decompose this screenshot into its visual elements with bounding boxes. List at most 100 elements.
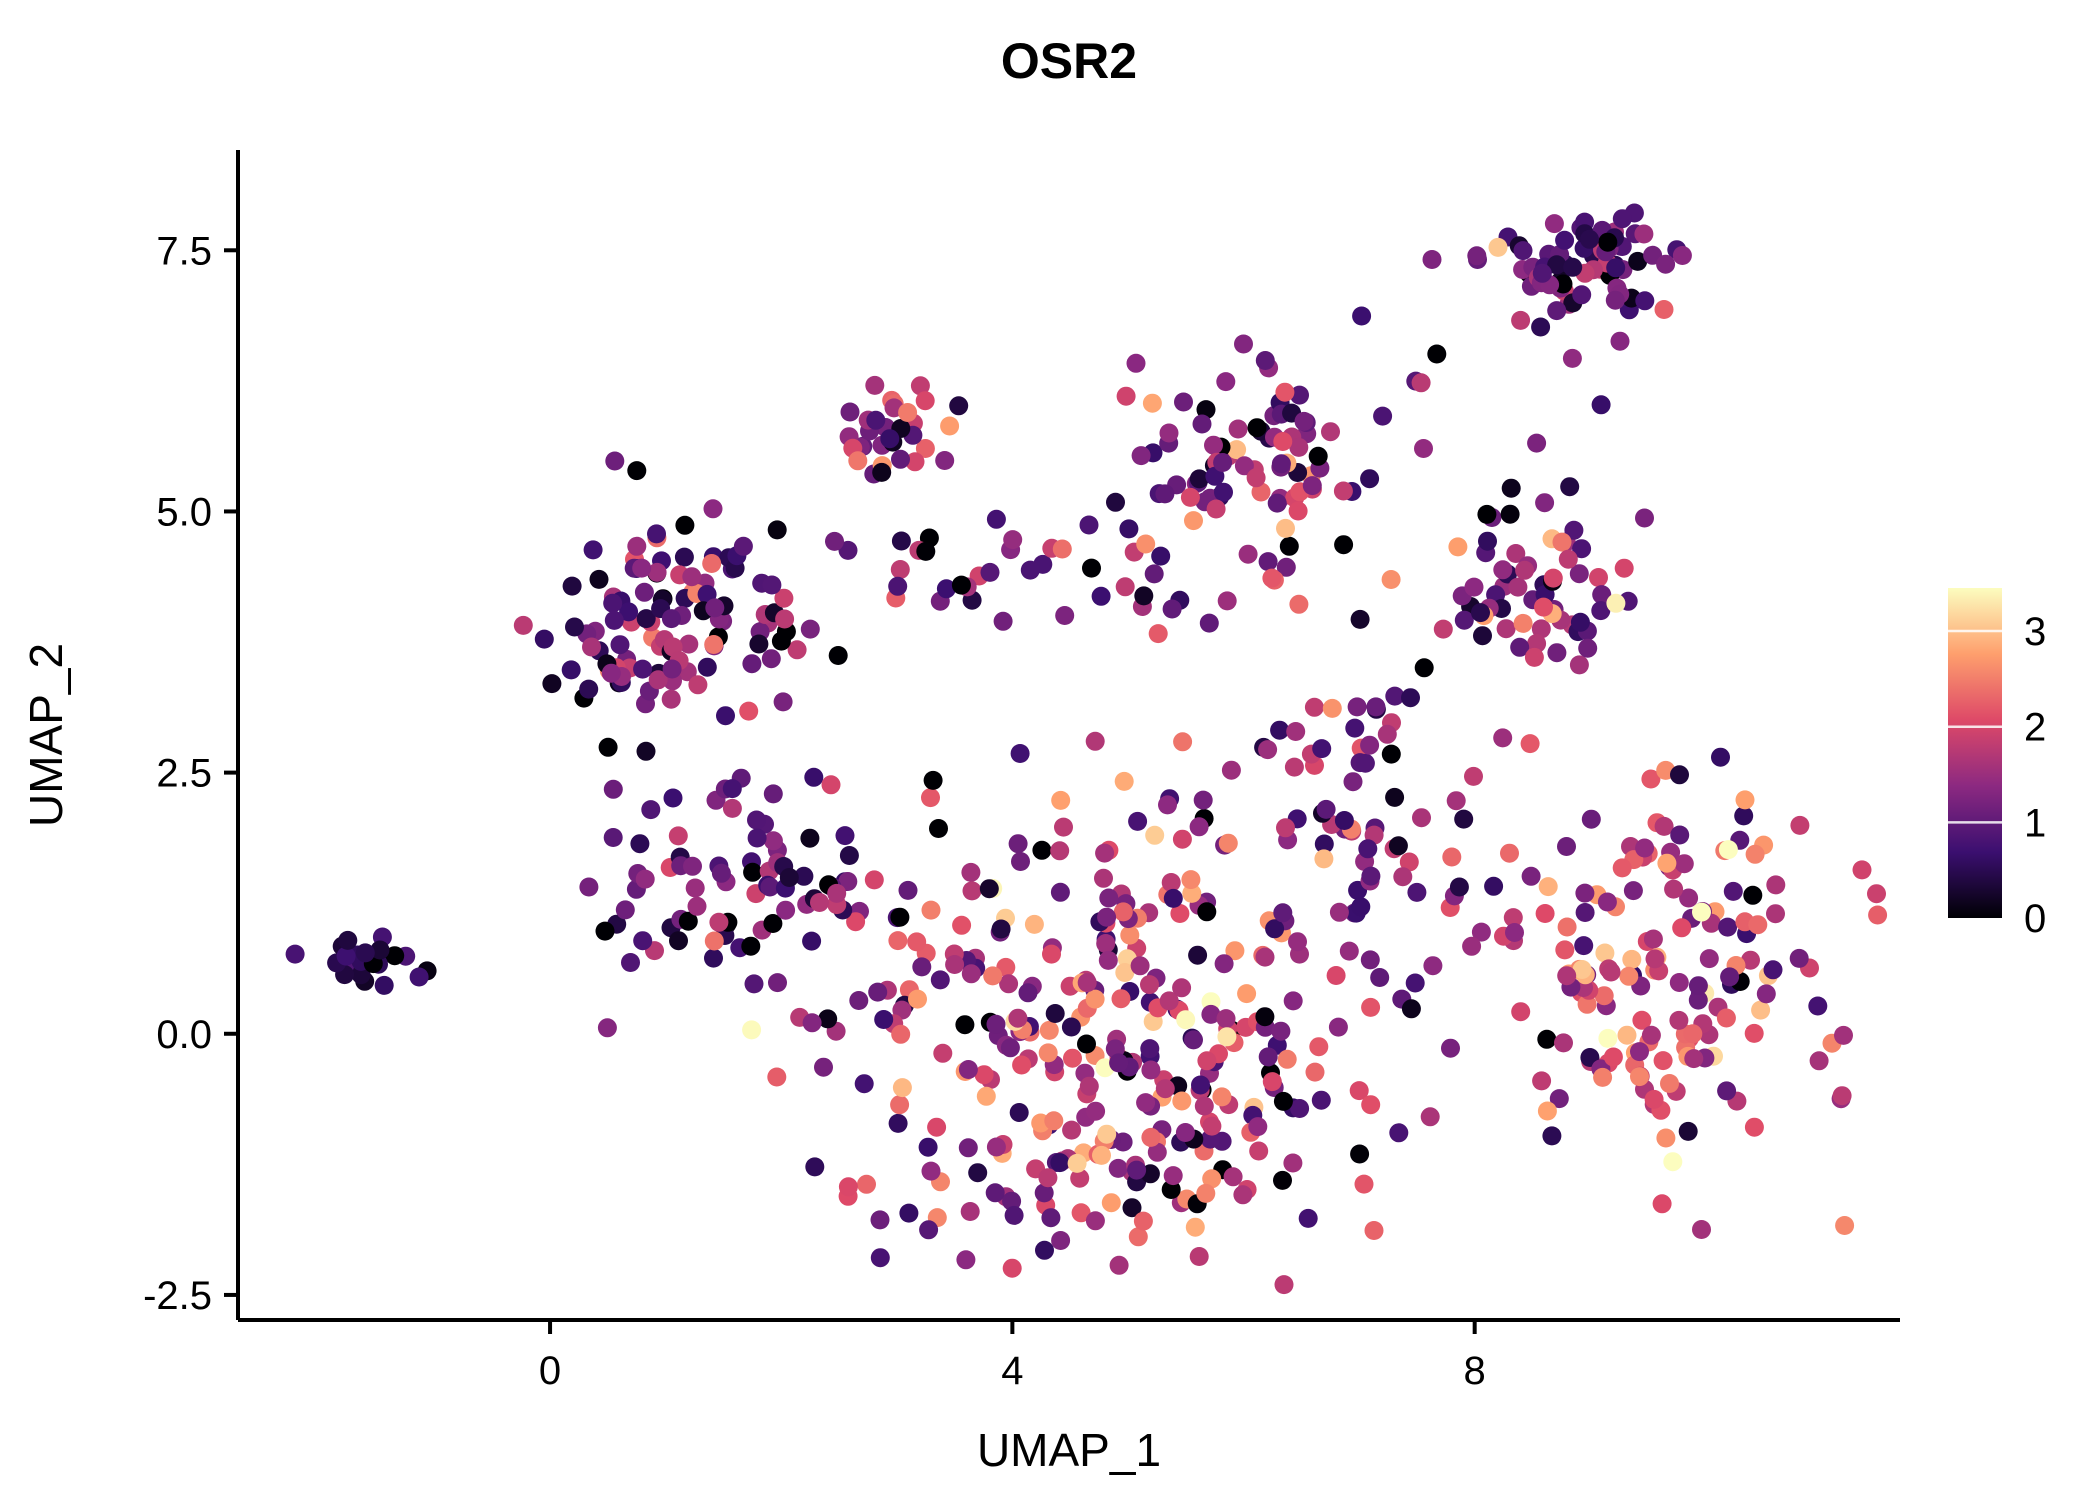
data-point — [1349, 1081, 1369, 1101]
data-point — [763, 831, 783, 851]
data-point — [1314, 849, 1334, 869]
data-point — [1197, 1051, 1217, 1071]
data-point — [980, 562, 1000, 582]
data-point — [1018, 983, 1038, 1003]
data-point — [1361, 1095, 1381, 1115]
data-point — [1745, 844, 1765, 864]
data-point — [1172, 829, 1192, 849]
data-point — [1496, 619, 1516, 639]
data-point — [351, 965, 371, 985]
data-point — [802, 1013, 822, 1033]
data-point — [927, 1117, 947, 1137]
data-point — [370, 940, 390, 960]
data-point — [1364, 1221, 1384, 1240]
data-point — [668, 826, 688, 846]
data-point — [1448, 537, 1468, 557]
data-point — [1669, 973, 1689, 992]
data-point — [595, 921, 615, 941]
data-point — [787, 640, 807, 660]
data-point — [1212, 1087, 1232, 1107]
data-point — [985, 1183, 1005, 1203]
data-point — [513, 615, 533, 635]
data-point — [747, 828, 767, 848]
data-point — [993, 611, 1013, 631]
data-point — [1314, 834, 1334, 854]
data-point — [1868, 905, 1888, 925]
data-point — [1808, 996, 1828, 1016]
data-point — [1449, 877, 1469, 897]
data-point — [828, 646, 848, 665]
data-point — [1271, 1021, 1291, 1041]
data-point — [958, 1138, 978, 1158]
data-point — [632, 558, 652, 578]
data-point — [814, 1057, 833, 1077]
data-point — [1079, 1076, 1099, 1096]
data-point — [918, 1137, 938, 1157]
data-point — [685, 878, 705, 898]
data-point — [621, 953, 640, 972]
data-point — [933, 1043, 953, 1063]
data-point — [1024, 914, 1044, 934]
data-point — [1109, 1255, 1129, 1275]
data-point — [1454, 610, 1474, 630]
data-point — [1699, 949, 1719, 969]
data-point — [1273, 1091, 1293, 1111]
data-point — [839, 846, 859, 865]
data-point — [1652, 1194, 1672, 1214]
data-point — [1189, 469, 1209, 489]
data-point — [1009, 1103, 1029, 1122]
data-point — [634, 582, 654, 602]
data-point — [805, 1157, 825, 1177]
data-point — [1067, 1153, 1087, 1173]
data-point — [1147, 1142, 1167, 1162]
data-point — [1643, 929, 1663, 949]
data-point — [1035, 1240, 1054, 1260]
y-axis-label: UMAP_2 — [20, 643, 72, 827]
data-point — [1756, 984, 1776, 1004]
data-point — [1159, 991, 1179, 1011]
data-point — [1217, 1027, 1237, 1047]
data-point — [674, 547, 694, 567]
data-point — [1308, 446, 1328, 466]
data-point — [1290, 1099, 1310, 1118]
data-point — [1670, 825, 1690, 845]
data-point — [1385, 686, 1405, 706]
data-point — [630, 834, 650, 854]
data-point — [741, 936, 761, 956]
data-point — [1617, 1025, 1637, 1045]
data-point — [1547, 301, 1567, 321]
data-point — [1262, 1072, 1282, 1092]
data-point — [1289, 437, 1309, 457]
data-point — [1619, 966, 1639, 986]
data-point — [1748, 915, 1768, 935]
data-point — [840, 402, 860, 422]
data-point — [1217, 591, 1237, 611]
data-point — [768, 973, 787, 993]
data-point — [899, 1203, 919, 1223]
data-point — [761, 649, 781, 669]
data-point — [1011, 852, 1030, 871]
data-point — [749, 634, 769, 654]
data-point — [1052, 539, 1072, 559]
data-point — [1734, 806, 1754, 826]
data-point — [1086, 1101, 1106, 1121]
data-point — [1162, 599, 1182, 619]
data-point — [974, 1065, 994, 1085]
data-point — [409, 967, 429, 987]
data-point — [722, 798, 742, 818]
data-point — [1360, 469, 1380, 489]
data-point — [952, 915, 972, 935]
data-point — [1158, 795, 1177, 815]
data-point — [1623, 881, 1643, 901]
data-point — [1358, 839, 1378, 859]
data-point — [912, 957, 932, 977]
data-point — [1531, 619, 1551, 639]
data-point — [1532, 263, 1552, 283]
data-point — [336, 946, 356, 966]
data-point — [1258, 552, 1278, 572]
data-point — [1136, 1093, 1156, 1113]
data-point — [1552, 532, 1572, 552]
data-point — [1572, 285, 1592, 305]
data-point — [1127, 1160, 1147, 1180]
data-point — [1484, 876, 1504, 896]
